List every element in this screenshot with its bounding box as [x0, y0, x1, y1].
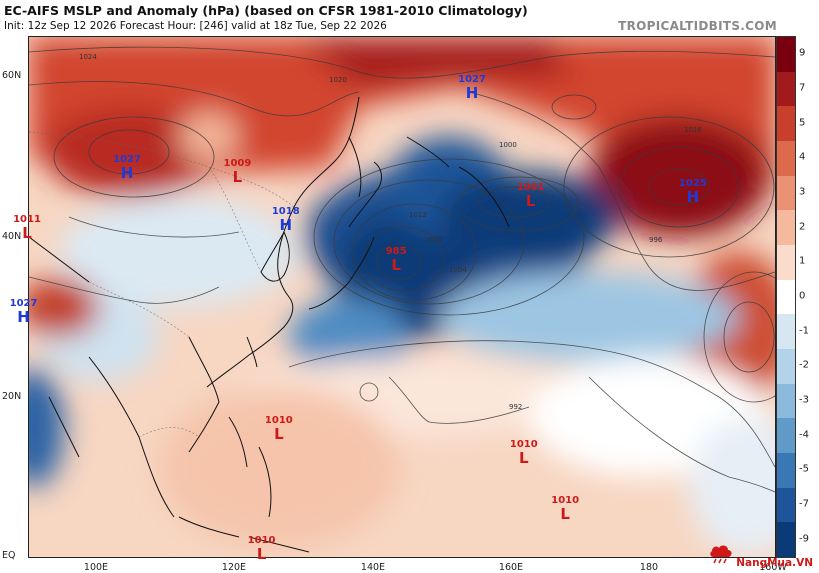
- isobar-label: 1016: [684, 126, 702, 134]
- colorbar-segment: [777, 418, 795, 453]
- pressure-symbol: H: [120, 164, 134, 183]
- colorbar-segment: [777, 279, 795, 315]
- colorbar-label: 2: [799, 221, 806, 233]
- pressure-value: 1010: [247, 534, 276, 546]
- colorbar-label: 4: [799, 151, 806, 163]
- isobar-label: 992: [509, 403, 522, 411]
- map-title: EC-AIFS MSLP and Anomaly (hPa) (based on…: [4, 3, 528, 18]
- isobar-label: 996: [649, 236, 663, 244]
- lat-label-eq: EQ: [2, 550, 16, 561]
- pressure-symbol: H: [17, 308, 30, 327]
- high-pressure-center: 1018 H: [272, 207, 300, 233]
- map-panel: 1024 1020 1016 1012 1008 1004 1000 996 992: [28, 36, 776, 558]
- anomaly-colorbar: [776, 36, 796, 558]
- colorbar-label: -9: [799, 533, 809, 545]
- pressure-value: 1027: [113, 154, 141, 166]
- anomaly-map: 1024 1020 1016 1012 1008 1004 1000 996 992: [29, 37, 775, 557]
- watermark-text: NangMua.VN: [736, 557, 813, 569]
- colorbar-segment: [777, 140, 795, 176]
- colorbar-segment: [777, 210, 795, 245]
- source-brand[interactable]: TROPICALTIDBITS.COM: [618, 19, 777, 33]
- colorbar-label: 5: [799, 117, 806, 129]
- colorbar-segment: [777, 37, 795, 72]
- lat-label-60n: 60N: [2, 70, 22, 81]
- colorbar-segment: [777, 522, 795, 557]
- pressure-value: 1027: [9, 298, 38, 310]
- isobar-label: 1012: [409, 211, 427, 219]
- colorbar-label: -2: [799, 359, 809, 371]
- pressure-value: 1018: [271, 206, 300, 218]
- low-pressure-center: 1011 L: [13, 215, 41, 241]
- colorbar-label: 7: [799, 82, 806, 94]
- pressure-symbol: L: [525, 192, 536, 211]
- colorbar-segment: [777, 244, 795, 280]
- isobar-label: 1008: [424, 236, 442, 244]
- colorbar-segment: [777, 175, 795, 211]
- colorbar-segment: [777, 314, 795, 349]
- borders: [29, 131, 295, 438]
- colorbar-label: -5: [799, 463, 809, 475]
- lon-label-100e: 100E: [83, 562, 109, 573]
- low-pressure-center: 1010 L: [264, 414, 293, 443]
- colorbar-label: 0: [799, 290, 806, 302]
- colorbar-segment: [777, 71, 795, 107]
- high-pressure-center: 1027 H: [113, 155, 141, 181]
- colorbar-segment: [777, 487, 795, 523]
- isobar-label: 1000: [499, 141, 517, 149]
- pressure-value: 1009: [223, 158, 252, 170]
- colorbar-label: 9: [799, 47, 806, 59]
- pressure-value: 1025: [678, 178, 707, 190]
- colorbar-label: -1: [799, 325, 809, 337]
- low-pressure-center: 1001 L: [517, 183, 545, 209]
- low-pressure-center: 1009 L: [224, 159, 252, 185]
- isobar-label: 1024: [79, 53, 97, 61]
- lon-label-120e: 120E: [221, 562, 247, 573]
- cloud-rain-icon: [708, 543, 734, 569]
- pressure-value: 1027: [458, 73, 486, 85]
- pressure-symbol: L: [274, 424, 284, 443]
- pressure-value: 1010: [264, 414, 293, 426]
- high-pressure-center: 1025 H: [679, 179, 707, 205]
- pressure-symbol: H: [686, 188, 700, 207]
- colorbar-label: -3: [799, 394, 809, 406]
- lon-label-160e: 160E: [498, 562, 524, 573]
- forecast-info: Init: 12z Sep 12 2026 Forecast Hour: [24…: [4, 20, 387, 32]
- pressure-value: 1011: [13, 214, 41, 226]
- lon-label-160w: 160W: [759, 562, 787, 573]
- pressure-symbol: L: [560, 504, 570, 523]
- colorbar-label: -7: [799, 498, 809, 510]
- pressure-value: 985: [385, 246, 407, 258]
- pressure-symbol: H: [279, 216, 293, 235]
- colorbar-label: -4: [799, 429, 809, 441]
- pressure-value: 1010: [509, 438, 538, 450]
- pressure-symbol: H: [465, 83, 479, 102]
- pressure-symbol: L: [22, 224, 32, 243]
- isobar-label: 1020: [329, 76, 347, 84]
- pressure-symbol: L: [232, 168, 243, 187]
- pressure-symbol: L: [391, 256, 401, 275]
- lon-label-180: 180: [639, 562, 659, 573]
- high-pressure-center: 1027 H: [458, 73, 486, 102]
- colorbar-segment: [777, 383, 795, 419]
- low-pressure-center: 985 L: [386, 247, 407, 273]
- lon-label-140e: 140E: [360, 562, 386, 573]
- colorbar-segment: [777, 106, 795, 141]
- colorbar-label: 3: [799, 186, 806, 198]
- lat-label-40n: 40N: [2, 231, 22, 242]
- pressure-value: 1010: [551, 494, 580, 506]
- low-pressure-center: 1010 L: [247, 534, 276, 563]
- pressure-symbol: L: [256, 544, 267, 563]
- pressure-symbol: L: [519, 448, 529, 467]
- watermark: NangMua.VN: [708, 543, 813, 569]
- colorbar-segment: [777, 348, 795, 384]
- lat-label-20n: 20N: [2, 391, 22, 402]
- colorbar-segment: [777, 452, 795, 488]
- colorbar-label: 1: [799, 255, 806, 267]
- pressure-value: 1001: [516, 182, 545, 194]
- isobar-label: 1004: [449, 266, 467, 274]
- low-pressure-center: 1010 L: [551, 494, 580, 523]
- low-pressure-center: 1010 L: [509, 438, 538, 467]
- high-pressure-center: 1027 H: [10, 299, 38, 325]
